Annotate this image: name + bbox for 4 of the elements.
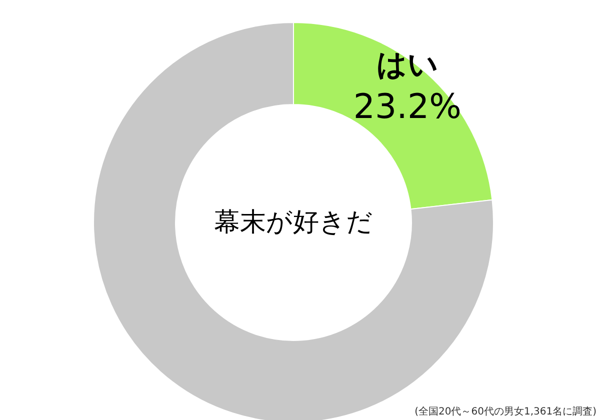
text: 幕末が好きだ: [214, 208, 373, 238]
text: (全国20代～60代の男女1,361名に調査): [414, 406, 597, 418]
slice-label: はい: [376, 47, 438, 82]
data-label: 23.2%: [353, 86, 462, 127]
